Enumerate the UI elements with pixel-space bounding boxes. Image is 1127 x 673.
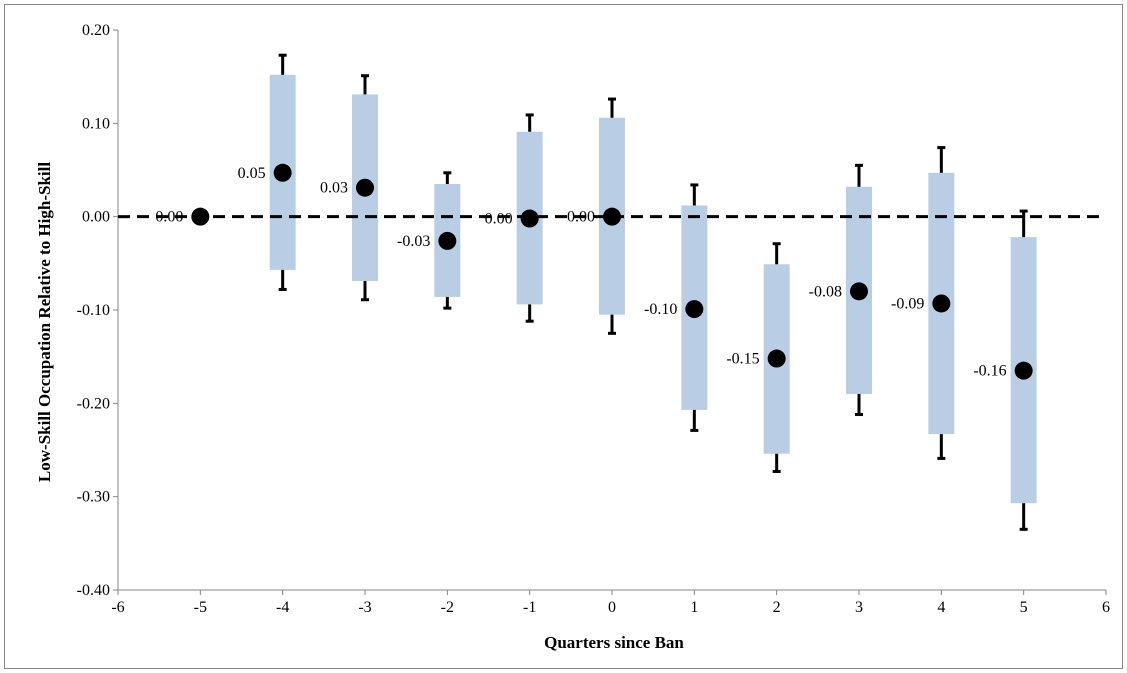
- data-label: 0.03: [320, 180, 348, 197]
- x-tick-label: 1: [690, 599, 698, 616]
- y-tick-label: 0.00: [82, 209, 110, 226]
- point-estimate: [356, 178, 374, 197]
- chart-frame: [4, 4, 1123, 669]
- point-estimate: [603, 207, 621, 226]
- x-tick-label: -1: [523, 599, 536, 616]
- data-label: 0.05: [238, 165, 266, 182]
- data-label: 0.00: [485, 211, 513, 228]
- y-tick-label: -0.40: [77, 582, 110, 599]
- y-tick-label: -0.30: [77, 489, 110, 506]
- x-tick-label: 6: [1102, 599, 1110, 616]
- data-label: 0.00: [155, 209, 183, 226]
- x-tick-label: 4: [937, 599, 945, 616]
- point-estimate: [520, 209, 539, 228]
- data-label: -0.09: [891, 295, 924, 312]
- data-label: 0.00: [567, 209, 595, 226]
- data-label: -0.10: [644, 301, 677, 318]
- data-label: -0.03: [397, 233, 430, 250]
- x-tick-label: 0: [608, 599, 616, 616]
- point-estimate: [438, 231, 457, 250]
- y-tick-label: 0.20: [82, 22, 110, 39]
- y-tick-label: 0.10: [82, 115, 110, 132]
- y-axis-title: Low-Skill Occupation Relative to High-Sk…: [35, 162, 54, 482]
- point-estimate: [850, 282, 868, 301]
- point-estimate: [1014, 361, 1033, 380]
- x-tick-label: 2: [773, 599, 781, 616]
- point-estimate: [932, 294, 951, 313]
- x-tick-label: 3: [855, 599, 863, 616]
- x-tick-label: -2: [441, 599, 454, 616]
- x-tick-label: -3: [358, 599, 371, 616]
- x-axis-title: Quarters since Ban: [544, 633, 684, 652]
- data-label: -0.16: [973, 363, 1006, 380]
- plot-area: 0.20 0.10 0.00 -0.10 -0.20 -0.30 -0.40-6 -5 -4 -3…: [77, 22, 1110, 616]
- y-tick-label: -0.20: [77, 395, 110, 412]
- x-tick-label: -5: [194, 599, 207, 616]
- x-tick-label: -6: [111, 599, 124, 616]
- x-tick-label: -4: [276, 599, 289, 616]
- point-estimate: [191, 207, 210, 226]
- x-tick-label: 5: [1020, 599, 1028, 616]
- point-estimate: [273, 163, 292, 182]
- point-estimate: [767, 349, 786, 368]
- data-label: -0.15: [726, 351, 759, 368]
- point-estimate: [685, 300, 704, 319]
- y-tick-label: -0.10: [77, 302, 110, 319]
- data-label: -0.08: [809, 283, 842, 300]
